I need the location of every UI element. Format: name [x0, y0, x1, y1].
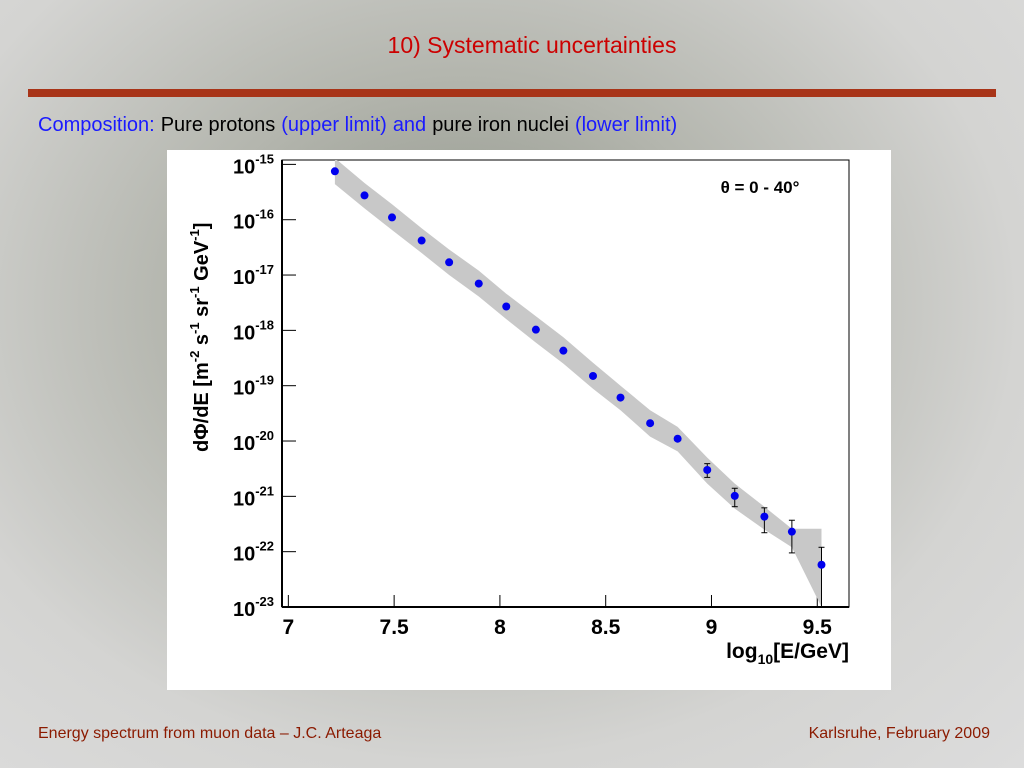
y-tick-exponent: -22: [255, 539, 274, 554]
x-tick-label: 9.5: [803, 616, 833, 639]
y-tick-base: 10: [233, 433, 255, 455]
y-tick-label: 10-16: [233, 207, 274, 234]
subtitle: Composition: Pure protons (upper limit) and…: [38, 114, 677, 136]
data-point: [474, 279, 483, 288]
data-point: [445, 258, 454, 267]
annotation: θ = 0 - 40°: [721, 178, 800, 197]
y-tick-label: 10-21: [233, 483, 274, 510]
y-label-part: -1: [187, 322, 202, 334]
y-label-part: -1: [187, 286, 202, 298]
x-tick-label: 8: [494, 616, 506, 639]
y-tick-base: 10: [233, 599, 255, 621]
y-tick-exponent: -17: [255, 262, 274, 277]
y-tick-label: 10-15: [233, 151, 274, 178]
y-tick-base: 10: [233, 212, 255, 234]
x-label-part: log: [726, 640, 758, 663]
y-label-part: s: [191, 334, 213, 351]
y-tick-base: 10: [233, 156, 255, 178]
subtitle-part: Composition:: [38, 114, 155, 136]
subtitle-part: pure iron nuclei: [432, 114, 569, 136]
y-tick-label: 10-18: [233, 317, 274, 344]
subtitle-part: Pure protons: [161, 114, 276, 136]
y-tick-exponent: -20: [255, 428, 274, 443]
x-axis-label: log10[E/GeV]: [726, 640, 849, 667]
data-point: [388, 213, 397, 222]
plot-area: [330, 160, 826, 607]
data-point: [417, 236, 426, 245]
y-label-part: ]: [191, 223, 213, 230]
data-point: [502, 302, 511, 311]
y-tick-label: 10-19: [233, 373, 274, 400]
y-axis-label: dΦ/dE [m-2 s-1 sr-1 GeV-1]: [187, 223, 213, 452]
data-point: [673, 434, 682, 443]
subtitle-part: (lower limit): [575, 114, 677, 136]
y-label-part: -1: [187, 229, 202, 241]
data-point: [531, 325, 540, 334]
data-point: [730, 491, 739, 500]
data-point: [589, 371, 598, 380]
x-tick-label: 7.5: [380, 616, 410, 639]
data-point: [703, 465, 712, 474]
title-rule: [28, 89, 996, 97]
y-tick-label: 10-17: [233, 262, 274, 289]
x-tick-label: 8.5: [591, 616, 621, 639]
data-point: [330, 167, 339, 176]
data-point: [817, 560, 826, 569]
x-label-part: [E/GeV]: [773, 640, 849, 663]
y-tick-exponent: -21: [255, 483, 274, 498]
footer-right: Karlsruhe, February 2009: [809, 725, 991, 742]
y-tick-base: 10: [233, 322, 255, 344]
slide-title: 10) Systematic uncertainties: [388, 32, 677, 58]
data-point: [559, 346, 568, 355]
y-tick-label: 10-23: [233, 594, 274, 621]
y-label-part: -2: [187, 351, 202, 363]
subtitle-part: (upper limit): [281, 114, 387, 136]
data-point: [360, 191, 369, 200]
y-tick-exponent: -16: [255, 207, 274, 222]
y-tick-base: 10: [233, 488, 255, 510]
data-point: [616, 393, 625, 402]
x-tick-label: 9: [706, 616, 718, 639]
y-tick-base: 10: [233, 378, 255, 400]
chart-panel: [167, 150, 891, 690]
y-tick-base: 10: [233, 544, 255, 566]
data-point: [787, 527, 796, 536]
y-label-part: GeV: [191, 240, 213, 286]
x-tick-label: 7: [283, 616, 295, 639]
y-tick-base: 10: [233, 267, 255, 289]
uncertainty-band: [334, 160, 822, 607]
y-tick-exponent: -19: [255, 373, 274, 388]
data-point: [646, 419, 655, 428]
footer-left: Energy spectrum from muon data – J.C. Ar…: [38, 725, 381, 742]
plot: 7 7.5 8 8.5 9 9.510-1510-1610-1710-1810-1910-…: [187, 151, 849, 667]
y-tick-exponent: -23: [255, 594, 274, 609]
data-point: [760, 512, 769, 521]
x-label-part: 10: [758, 651, 774, 667]
subtitle-part: and: [393, 114, 426, 136]
y-tick-exponent: -18: [255, 317, 274, 332]
y-label-part: sr: [191, 298, 213, 323]
y-tick-label: 10-20: [233, 428, 274, 455]
y-label-part: dΦ/dE [m: [191, 362, 213, 452]
y-tick-label: 10-22: [233, 539, 274, 566]
y-tick-exponent: -15: [255, 151, 274, 166]
